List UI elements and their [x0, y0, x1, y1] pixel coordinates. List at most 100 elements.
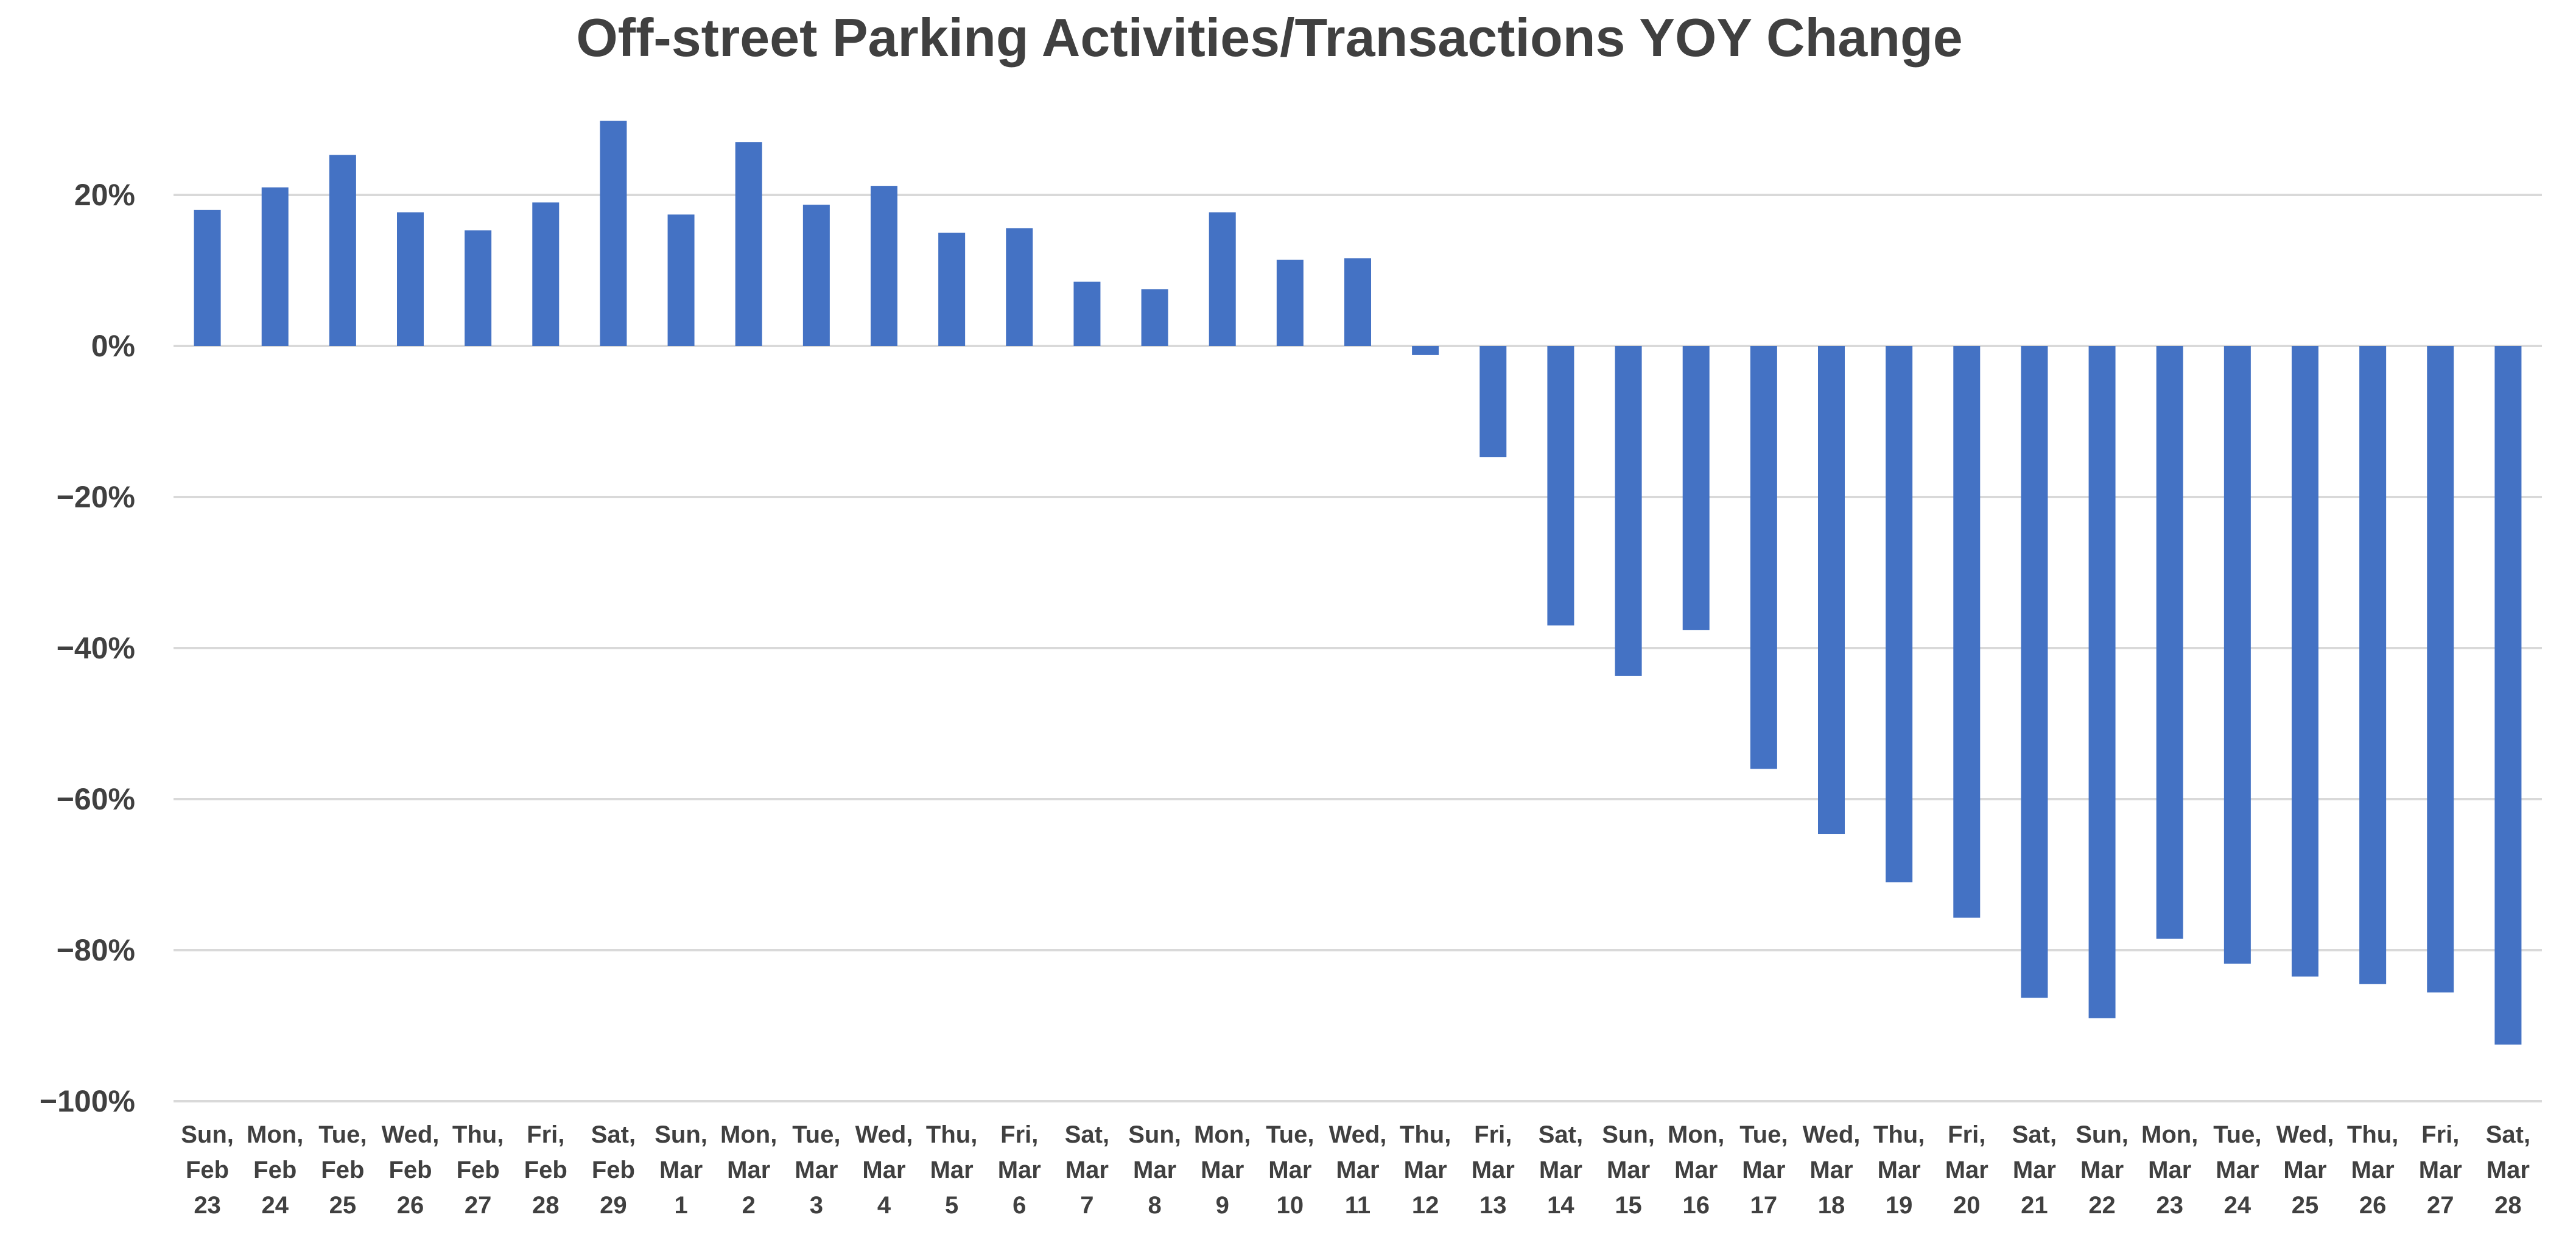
x-tick-label: Sat, Mar 14 — [1539, 1121, 1583, 1219]
x-tick-label-line: 16 — [1682, 1192, 1710, 1219]
x-tick-label-line: Fri, — [527, 1121, 564, 1148]
x-tick-label-line: Thu, — [1400, 1121, 1451, 1148]
x-tick-label-line: 25 — [329, 1192, 357, 1219]
x-tick-label: Wed, Mar 11 — [1329, 1121, 1387, 1219]
x-tick-label-line: Thu, — [926, 1121, 977, 1148]
x-tick-label-line: Mar — [1809, 1157, 1853, 1183]
x-tick-label-line: Sat, — [1539, 1121, 1583, 1148]
x-tick-label-line: Mar — [2487, 1157, 2530, 1183]
x-tick-label-line: Feb — [457, 1157, 500, 1183]
y-tick-label: 0% — [91, 329, 135, 363]
x-tick-label-line: 19 — [1886, 1192, 1913, 1219]
y-axis-ticks: 20% 0% −20% −40% −60% −80% −100% — [40, 178, 135, 1118]
x-tick-label-line: 1 — [674, 1192, 687, 1219]
x-tick-label-line: 25 — [2292, 1192, 2319, 1219]
bar — [2359, 346, 2387, 984]
x-tick-label-line: Feb — [524, 1157, 567, 1183]
x-tick-label-line: Feb — [321, 1157, 364, 1183]
bar — [1547, 346, 1574, 626]
y-tick-label: −100% — [40, 1084, 135, 1118]
x-tick-label-line: Mar — [1607, 1157, 1650, 1183]
x-tick-label: Tue, Mar 17 — [1739, 1121, 1788, 1219]
x-tick-label-line: Thu, — [1873, 1121, 1925, 1148]
bar — [1886, 346, 1913, 883]
x-tick-label-line: 24 — [261, 1192, 289, 1219]
x-tick-label: Tue, Feb 25 — [318, 1121, 367, 1219]
x-tick-label-line: Feb — [253, 1157, 297, 1183]
x-tick-label-line: Mar — [1742, 1157, 1785, 1183]
x-tick-label-line: Tue, — [2213, 1121, 2261, 1148]
x-tick-label-line: 26 — [2359, 1192, 2387, 1219]
x-tick-label-line: Mar — [795, 1157, 838, 1183]
x-tick-label-line: Fri, — [1948, 1121, 1985, 1148]
x-tick-label: Sat, Mar 28 — [2486, 1121, 2530, 1219]
x-tick-label-line: Mon, — [2141, 1121, 2198, 1148]
x-tick-label-line: Fri, — [2421, 1121, 2459, 1148]
bar — [2088, 346, 2116, 1018]
bar — [194, 210, 221, 346]
x-tick-label: Tue, Mar 3 — [792, 1121, 840, 1219]
x-tick-label-line: Mon, — [720, 1121, 777, 1148]
bar — [1750, 346, 1777, 769]
x-tick-label: Fri, Mar 20 — [1945, 1121, 1988, 1219]
bar — [871, 186, 897, 346]
x-tick-label-line: 5 — [945, 1192, 958, 1219]
x-tick-label-line: Mar — [727, 1157, 770, 1183]
x-tick-label: Thu, Mar 5 — [926, 1121, 977, 1219]
x-tick-label-line: 27 — [465, 1192, 492, 1219]
x-tick-label-line: Mar — [2148, 1157, 2191, 1183]
x-tick-label-line: Mar — [1404, 1157, 1447, 1183]
x-tick-label-line: Mar — [2080, 1157, 2124, 1183]
x-tick-label-line: Wed, — [2276, 1121, 2334, 1148]
bar — [667, 214, 695, 346]
y-tick-label: −40% — [57, 631, 135, 665]
x-tick-label: Sat, Mar 7 — [1065, 1121, 1109, 1219]
bar — [600, 121, 627, 347]
x-tick-label-line: Mar — [1336, 1157, 1379, 1183]
x-tick-label-line: 3 — [810, 1192, 823, 1219]
x-tick-label-line: 28 — [2494, 1192, 2522, 1219]
x-tick-label-line: Sat, — [591, 1121, 636, 1148]
x-tick-label-line: Mar — [659, 1157, 703, 1183]
bar — [1006, 228, 1033, 346]
bar — [532, 202, 560, 346]
x-tick-label-line: Mar — [930, 1157, 974, 1183]
x-tick-label-line: 10 — [1277, 1192, 1304, 1219]
x-tick-label-line: Thu, — [2347, 1121, 2398, 1148]
bar — [397, 212, 424, 346]
x-tick-label-line: Mar — [2283, 1157, 2326, 1183]
x-tick-label-line: Sun, — [2076, 1121, 2129, 1148]
x-tick-label-line: Mar — [2351, 1157, 2395, 1183]
x-tick-label-line: Mar — [2419, 1157, 2462, 1183]
bar — [1818, 346, 1845, 834]
x-tick-label-line: Sun, — [1602, 1121, 1655, 1148]
x-tick-label-line: Mar — [1133, 1157, 1176, 1183]
x-tick-label: Fri, Feb 28 — [524, 1121, 567, 1219]
x-tick-label-line: Sun, — [1128, 1121, 1181, 1148]
bar — [802, 205, 830, 346]
bar — [261, 187, 289, 346]
x-tick-label-line: Thu, — [452, 1121, 504, 1148]
bar — [1412, 346, 1439, 355]
x-tick-label: Mon, Mar 16 — [1668, 1121, 1724, 1219]
x-tick-label-line: Wed, — [855, 1121, 913, 1148]
x-tick-label-line: Fri, — [1000, 1121, 1038, 1148]
x-tick-label-line: Mon, — [1194, 1121, 1251, 1148]
x-tick-label-line: 14 — [1547, 1192, 1574, 1219]
x-tick-label-line: Mar — [2013, 1157, 2056, 1183]
x-tick-label: Sat, Feb 29 — [591, 1121, 636, 1219]
x-tick-label-line: Mar — [1674, 1157, 1718, 1183]
x-tick-label: Wed, Mar 4 — [855, 1121, 913, 1219]
x-tick-label-line: 21 — [2021, 1192, 2048, 1219]
x-tick-label-line: 11 — [1345, 1192, 1370, 1219]
bar — [2156, 346, 2183, 939]
x-tick-label: Sun, Mar 1 — [655, 1121, 707, 1219]
x-tick-label: Thu, Mar 26 — [2347, 1121, 2398, 1219]
x-tick-label: Sun, Mar 15 — [1602, 1121, 1655, 1219]
x-tick-label: Sun, Mar 22 — [2076, 1121, 2129, 1219]
bar — [329, 155, 356, 346]
x-tick-label: Mon, Mar 23 — [2141, 1121, 2198, 1219]
x-tick-label-line: 23 — [194, 1192, 221, 1219]
bar — [2021, 346, 2048, 998]
x-tick-label-line: Mar — [862, 1157, 905, 1183]
